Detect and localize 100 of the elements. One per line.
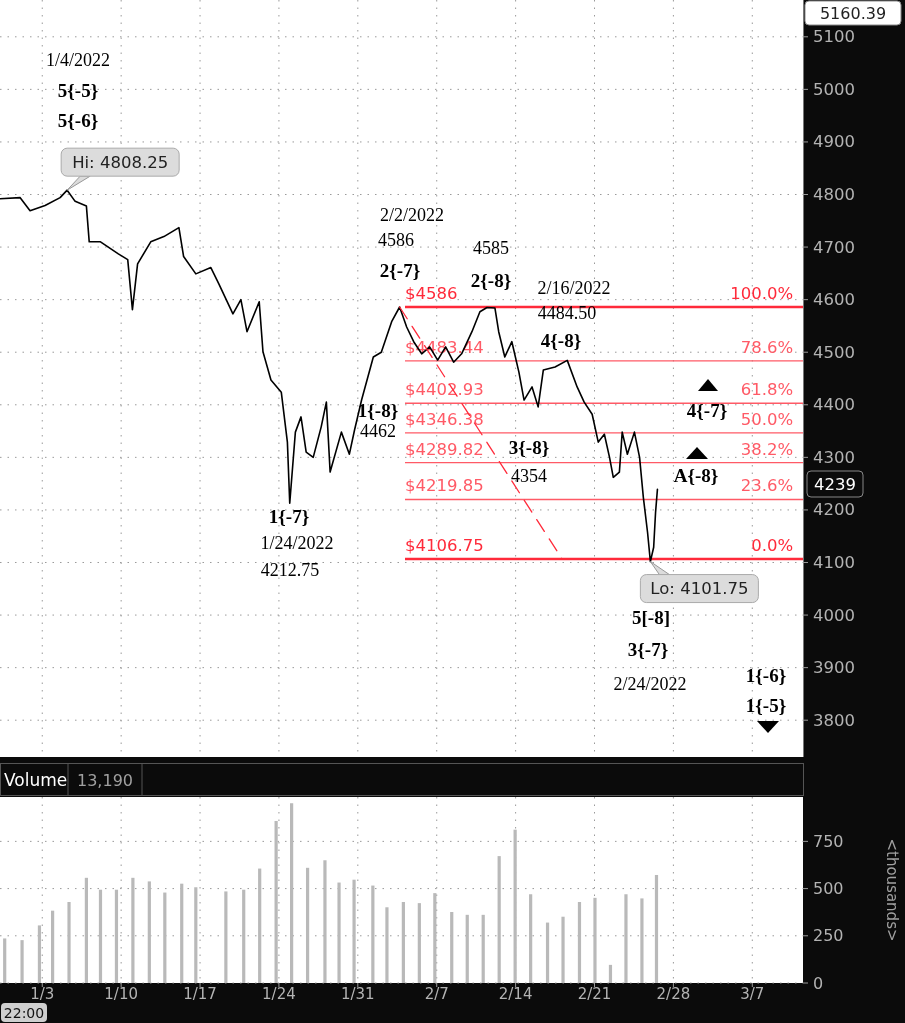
y-tick-label: 4500 <box>813 342 855 362</box>
annotation: 78.6% <box>740 337 794 357</box>
x-tick-label: 1/31 <box>340 985 375 1003</box>
annotation: 23.6% <box>740 476 794 496</box>
ref-line-label: $4586 <box>405 284 458 304</box>
bar <box>20 940 24 983</box>
x-tick-label: 2/21 <box>577 985 612 1003</box>
annotation: Hi: 4808.25 <box>72 152 169 172</box>
annotation: 1/24/2022 <box>260 533 334 553</box>
bar <box>274 820 278 983</box>
y-tick-label: 4000 <box>813 605 855 625</box>
annotation: 5{-6} <box>57 109 99 131</box>
bar <box>50 910 55 983</box>
annotation: 100.0% <box>730 284 794 304</box>
annotation: 3{-8} <box>508 436 550 458</box>
y-tick-label: 500 <box>813 879 844 899</box>
bar <box>180 883 184 983</box>
text: 5160.39 <box>819 3 887 23</box>
bar <box>529 894 533 983</box>
bar <box>84 877 88 983</box>
annotation: 50.0% <box>740 409 794 429</box>
x-tick-label: 1/10 <box>104 985 138 1003</box>
y-tick-label: 4700 <box>813 237 855 257</box>
bar <box>305 867 310 983</box>
bar <box>323 860 327 983</box>
y-tick-label: 4800 <box>813 185 855 205</box>
annotation: 61.8% <box>740 380 794 400</box>
ref-line-label: $4106.75 <box>405 535 484 555</box>
annotation: 4484.50 <box>537 303 597 323</box>
y-tick-label: 3800 <box>813 710 855 730</box>
y-tick-label: 5000 <box>813 79 855 99</box>
bar <box>640 898 644 983</box>
annotation: 4212.75 <box>260 560 320 580</box>
y-tick-label: 250 <box>813 926 844 946</box>
annotation: 5{-5} <box>57 79 99 101</box>
bar <box>450 912 454 983</box>
annotation: 38.2% <box>740 439 794 459</box>
chart-title: Volume <box>4 770 68 790</box>
annotation: 1{-5} <box>745 694 787 716</box>
y-tick-label: 0 <box>813 973 824 993</box>
bar <box>337 882 341 983</box>
bar <box>371 885 375 983</box>
annotation: 4586 <box>378 230 414 250</box>
x-tick-label: 2/14 <box>498 985 533 1003</box>
annotation: Lo: 4101.75 <box>650 579 749 599</box>
bar <box>545 922 550 983</box>
bar <box>577 901 582 983</box>
bar <box>163 892 167 983</box>
bar <box>654 874 659 983</box>
annotation: 0.0% <box>751 535 794 555</box>
annotation: 4{-7} <box>686 399 728 421</box>
bar <box>497 856 501 983</box>
annotation: 5[-8] <box>632 606 670 628</box>
annotation: 1{-6} <box>745 664 787 686</box>
y-tick-label: 4400 <box>813 395 855 415</box>
annotation: 2/24/2022 <box>613 674 687 694</box>
bar <box>352 879 356 983</box>
bar <box>624 894 628 983</box>
bar <box>465 914 469 983</box>
annotation: 1{-7} <box>268 505 310 527</box>
bar <box>513 829 517 983</box>
annotation: 4354 <box>511 466 547 486</box>
bar <box>290 803 294 983</box>
bar <box>37 925 42 983</box>
bar <box>433 893 437 983</box>
annotation: 2/2/2022 <box>379 205 445 225</box>
y-tick-label: 4100 <box>813 552 855 572</box>
x-tick-label: 1/17 <box>183 985 217 1003</box>
annotation: 2/16/2022 <box>537 278 611 298</box>
x-tick-label: 1/3 <box>30 985 55 1003</box>
bar <box>98 889 103 983</box>
x-tick-label: 3/7 <box>740 985 765 1003</box>
bar <box>67 901 71 983</box>
y-tick-label: 4900 <box>813 132 855 152</box>
bar <box>593 897 597 983</box>
annotation: 1/4/2022 <box>45 50 111 70</box>
bar <box>401 901 405 983</box>
bar <box>242 889 246 983</box>
bar <box>147 881 151 983</box>
ref-line-label: $4346.38 <box>405 409 484 429</box>
y-tick-label: 4300 <box>813 447 855 467</box>
y-tick-label: 3900 <box>813 658 855 678</box>
bar <box>194 887 198 983</box>
bar <box>224 891 228 983</box>
bar <box>417 903 421 983</box>
bar <box>385 907 389 983</box>
annotation: A{-8} <box>673 464 719 486</box>
y-axis-title: <thousands> <box>883 838 901 942</box>
x-tick-label: 2/28 <box>656 985 691 1003</box>
annotation: 4{-8} <box>540 329 582 351</box>
bar <box>258 868 262 983</box>
text: 22:00 <box>3 1005 45 1021</box>
annotation: 2{-8} <box>470 269 512 291</box>
annotation: 3{-7} <box>627 638 669 660</box>
bar <box>3 938 7 983</box>
annotation: 1{-8} <box>357 399 399 421</box>
bar <box>131 877 135 983</box>
ref-line-label: $4219.85 <box>405 476 484 496</box>
bar <box>481 914 485 983</box>
ref-line-label: $4289.82 <box>405 439 484 459</box>
